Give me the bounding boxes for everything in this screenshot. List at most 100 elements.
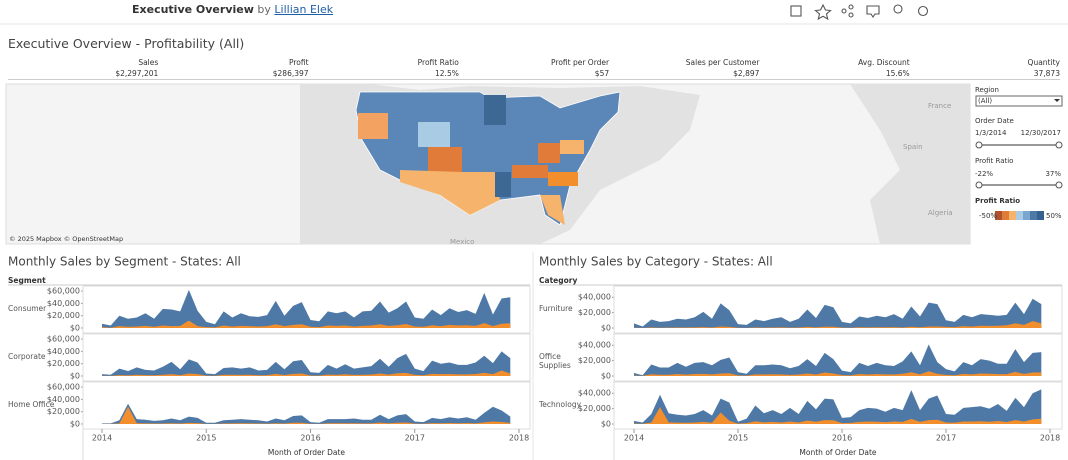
map-attribution: © 2025 Mapbox © OpenStreetMap	[9, 235, 124, 243]
icon-present[interactable]	[866, 5, 880, 18]
area	[102, 289, 511, 328]
x-tick-label: 2017	[405, 434, 425, 443]
area	[634, 407, 1042, 424]
author-link[interactable]: Lillian Elek	[274, 3, 334, 16]
x-tick-label: 2017	[936, 434, 956, 443]
kpi-value: 15.6%	[885, 69, 910, 78]
icon-user[interactable]	[893, 4, 903, 14]
y-tick-label: $20,000	[578, 404, 611, 413]
range-start: -22%	[975, 170, 994, 178]
y-tick-label: $0	[601, 372, 611, 381]
icon-star[interactable]	[814, 3, 832, 21]
row-label: Home Office	[8, 400, 55, 409]
place-label: Mexico	[450, 238, 475, 246]
x-tick-label: 2016	[832, 434, 852, 443]
x-tick-label: 2018	[1040, 434, 1060, 443]
kpi-label: Profit Ratio	[417, 58, 459, 67]
kpi: Sales $2,297,201	[8, 57, 158, 79]
kpi-label: Quantity	[1027, 58, 1060, 67]
x-tick-label: 2016	[300, 434, 320, 443]
kpi-value: $2,297,201	[115, 69, 159, 78]
filter-controls[interactable]	[975, 95, 1063, 189]
y-tick-label: $60,000	[47, 287, 80, 296]
y-tick-label: $40,000	[47, 347, 80, 356]
place-label: France	[928, 102, 952, 110]
x-tick-label: 2014	[624, 434, 644, 443]
y-tick-label: $0	[70, 372, 80, 381]
kpi: Profit $286,397	[158, 57, 309, 79]
y-tick-label: $40,000	[47, 299, 80, 308]
y-tick-label: $40,000	[47, 395, 80, 404]
area	[634, 371, 1042, 376]
legend-max: 50%	[1046, 212, 1062, 220]
area	[102, 403, 511, 424]
slider-handle[interactable]	[1055, 141, 1063, 149]
kpi: Profit Ratio 12.5%	[309, 57, 459, 79]
chart-title: Monthly Sales by Category - States: All	[539, 255, 773, 269]
by-text: by	[257, 3, 271, 16]
legend-min: -50%	[979, 212, 998, 220]
kpi-value: 12.5%	[435, 69, 459, 78]
y-tick-label: $0	[601, 324, 611, 333]
page-title: Executive Overview - Profitability (All)	[8, 36, 245, 51]
icon-settings[interactable]	[917, 5, 929, 17]
slider-handle[interactable]	[975, 141, 983, 149]
filter-label: Order Date	[975, 117, 1014, 125]
area	[102, 351, 511, 376]
kpi-label: Avg. Discount	[858, 58, 910, 67]
range-start: 1/3/2014	[975, 129, 1007, 137]
filter-label: Region	[975, 86, 999, 94]
area	[634, 298, 1042, 328]
kpi-value: $286,397	[272, 69, 309, 78]
legend-title: Profit Ratio	[975, 197, 1021, 205]
filter-value[interactable]: (All)	[978, 97, 993, 105]
toolbar-icons[interactable]	[790, 3, 929, 21]
map	[5, 83, 971, 245]
facet-header: Category	[539, 276, 577, 285]
dropdown-arrow[interactable]	[1054, 99, 1060, 102]
x-tick-label: 2018	[509, 434, 529, 443]
y-tick-label: $0	[601, 420, 611, 429]
area	[634, 389, 1042, 424]
area	[634, 321, 1042, 328]
facet-header: Segment	[8, 276, 46, 285]
x-axis-title: Month of Order Date	[799, 448, 877, 457]
place-label: Spain	[903, 143, 923, 151]
color-legend	[995, 211, 1044, 220]
kpi: Quantity 37,873	[910, 57, 1060, 79]
area	[102, 320, 511, 328]
kpi: Sales per Customer $2,897	[609, 57, 760, 79]
icon-comment[interactable]	[790, 5, 802, 17]
kpi-label: Profit per Order	[551, 58, 610, 67]
y-tick-label: $20,000	[578, 356, 611, 365]
kpi-label: Sales	[138, 58, 159, 67]
y-tick-label: $20,000	[47, 311, 80, 320]
slider-handle[interactable]	[975, 181, 983, 189]
row-label: Furniture	[539, 304, 573, 313]
x-tick-label: 2015	[196, 434, 216, 443]
area	[634, 344, 1042, 376]
y-tick-label: $40,000	[578, 389, 611, 398]
kpi-value: $2,897	[733, 69, 760, 78]
icon-share[interactable]	[841, 4, 854, 18]
workbook-title: Executive Overview	[132, 3, 254, 16]
range-end: 37%	[1045, 170, 1061, 178]
range-end: 12/30/2017	[1020, 129, 1061, 137]
slider-handle[interactable]	[1055, 181, 1063, 189]
y-tick-label: $60,000	[47, 383, 80, 392]
kpi: Avg. Discount 15.6%	[759, 57, 910, 79]
row-label: Corporate	[8, 352, 46, 361]
y-tick-label: $20,000	[578, 308, 611, 317]
x-tick-label: 2014	[92, 434, 112, 443]
kpi-label: Sales per Customer	[685, 58, 760, 67]
region-dropdown[interactable]	[975, 95, 1063, 107]
header: Executive Overview by Lillian Elek	[132, 3, 333, 16]
kpi-label: Profit	[288, 58, 309, 67]
kpi-row: Sales $2,297,201 Profit $286,397 Profit Rati…	[8, 57, 1060, 80]
y-tick-label: $0	[70, 420, 80, 429]
row-label: Office Supplies	[539, 352, 571, 370]
y-tick-label: $40,000	[578, 293, 611, 302]
kpi-value: 37,873	[1033, 69, 1060, 78]
x-tick-label: 2015	[728, 434, 748, 443]
